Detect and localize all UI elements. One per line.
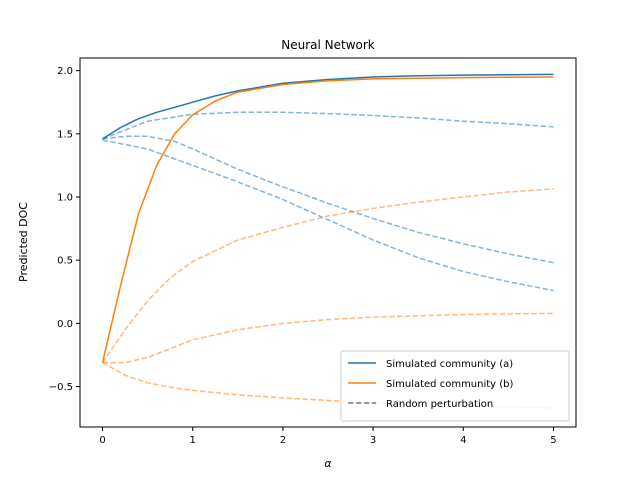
x-tick-label: 5 xyxy=(550,435,556,446)
series-line-4 xyxy=(102,135,554,264)
legend: Simulated community (a) Simulated communi… xyxy=(340,350,570,422)
series-line-6 xyxy=(101,188,554,364)
x-tick-label: 1 xyxy=(190,435,196,446)
x-tick-label: 3 xyxy=(370,435,376,446)
x-tick-label: 0 xyxy=(99,435,105,446)
y-tick-label: 0.5 xyxy=(57,256,73,267)
y-axis-label: Predicted DOC xyxy=(17,202,30,282)
x-tick-label: 4 xyxy=(460,435,466,446)
y-tick-label: 1.5 xyxy=(57,129,73,140)
series-line-1 xyxy=(102,73,554,140)
y-tick-label: 0.0 xyxy=(57,319,73,330)
legend-label: Random perturbation xyxy=(386,399,493,410)
y-tick-label: −0.5 xyxy=(49,382,73,393)
legend-label: Simulated community (a) xyxy=(386,359,513,370)
series-line-2 xyxy=(101,76,554,363)
series-line-7 xyxy=(102,312,554,364)
x-axis-label: α xyxy=(324,457,332,470)
legend-box xyxy=(340,350,570,422)
series-line-3 xyxy=(102,111,554,140)
chart-title: Neural Network xyxy=(281,38,375,52)
series-line-5 xyxy=(102,139,554,292)
axis-ticks: 0 1 2 3 4 5 −0.5 0.0 0.5 1.0 1.5 2.0 xyxy=(49,66,557,446)
legend-label: Simulated community (b) xyxy=(386,379,514,390)
y-tick-label: 2.0 xyxy=(57,66,73,77)
x-tick-label: 2 xyxy=(280,435,286,446)
plot-area xyxy=(101,73,554,409)
y-tick-label: 1.0 xyxy=(57,193,73,204)
plot-frame xyxy=(79,57,577,428)
